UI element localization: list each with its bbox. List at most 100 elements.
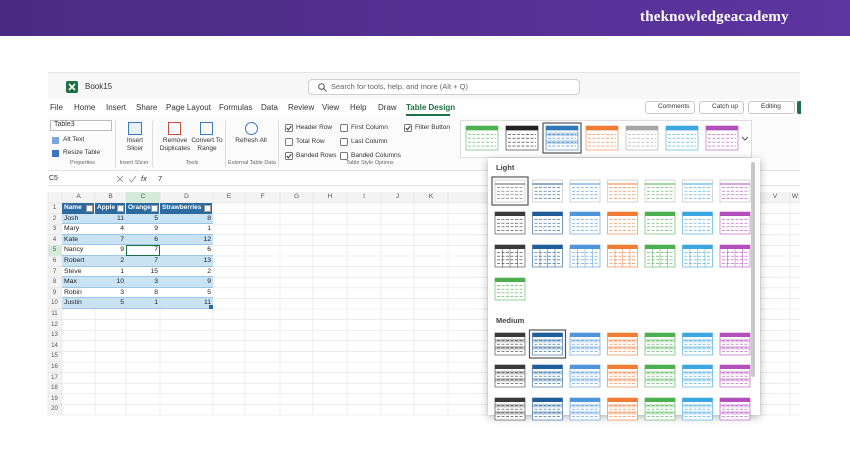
column-letter: C [140,193,146,200]
ribbon-icon [200,122,213,135]
action-label: Catch up [712,103,739,110]
checkbox[interactable] [285,152,293,160]
action-label: Editing [761,103,781,110]
group-label: Insert Slicer [119,160,149,166]
row-number: 17 [51,374,58,381]
ribbon-tab[interactable]: View [322,103,340,112]
column-letter: D [184,193,189,200]
thumb-header [720,365,750,369]
filter-button[interactable] [151,205,158,212]
table-cell [62,298,95,309]
gallery-thumbs [491,176,751,421]
search-box[interactable] [308,79,580,95]
checkbox[interactable] [285,124,293,132]
cell-text: 5 [154,214,158,222]
cell-text: 10 [116,278,124,286]
gallery-more [741,136,749,141]
cell-text: Mary [64,225,80,233]
search-placeholder: Search for tools, help, and more (Alt + … [331,82,468,91]
column-letter: H [327,193,333,200]
checkbox-box [285,138,293,146]
table-cell [62,234,95,246]
table-cell [160,287,213,299]
checkbox-box [340,124,348,132]
thumb-header [466,126,498,131]
thumb-band [607,338,638,343]
thumb-header [570,365,600,369]
ribbon-tab[interactable]: File [50,103,63,112]
selected-style-frame [528,329,567,359]
active-tab-underline [406,114,450,116]
checkbox-label: Banded Rows [296,152,337,159]
thumb-header [495,333,525,337]
thumb-band [570,378,600,382]
thumb-header [720,212,750,216]
row-number: 5 [52,247,57,254]
table-cell [95,213,126,225]
thumb-band [532,338,563,343]
ribbon-tab[interactable]: Page Layout [166,103,211,112]
table-header-cell [160,203,213,214]
filter-button[interactable] [204,205,211,212]
checkbox-box [285,124,293,132]
row-number: 8 [52,279,57,286]
active-row-header [48,245,62,256]
checkbox[interactable] [340,138,348,146]
checkbox-label: Header Row [296,124,333,131]
ribbon-tab[interactable]: Draw [378,103,397,112]
ribbon-tab[interactable]: Review [288,103,315,112]
column-letter: I [363,193,365,200]
thumb-header [645,365,675,369]
ribbon-tab[interactable]: Table Design [406,103,456,112]
ribbon-tab[interactable]: Data [261,103,278,112]
action-button[interactable] [748,101,795,114]
table-cell [160,277,213,288]
action-button[interactable] [699,101,744,114]
thumb-header [607,212,638,216]
table-cell [62,287,95,299]
row-number: 12 [51,321,58,328]
checkbox[interactable] [340,124,348,132]
action-button[interactable] [645,101,695,114]
table-cell [160,298,213,309]
ribbon-tab[interactable]: Help [350,103,367,112]
checkbox[interactable] [285,138,293,146]
thumb-header [607,365,638,369]
cell-text: 11 [116,214,124,222]
row-number: 1 [52,205,57,211]
checkbox[interactable] [340,152,348,160]
ribbon-tab[interactable]: Formulas [219,103,253,112]
column-letter: F [260,193,265,200]
ribbon-tab[interactable]: Insert [106,103,127,112]
ribbon-tab[interactable]: Home [74,103,96,112]
checkbox-label: Last Column [351,138,388,145]
group-label: External Table Data [228,160,276,166]
brand-banner [0,0,850,36]
checkbox[interactable] [404,124,412,132]
checkbox-box [340,138,348,146]
table-cell [126,256,160,267]
thumb-header [645,212,675,216]
brand-name: theknowledgeacademy [640,9,789,25]
thumb-header [720,398,750,402]
group-label: Table Style Options [346,160,394,166]
table-cell [160,256,213,267]
ribbon-tab[interactable]: Share [136,103,158,112]
thumb-header [666,126,698,131]
table-cell [160,266,213,278]
ribbon-icon [52,150,59,157]
cell-text: 1 [154,299,158,307]
thumb-band [682,346,713,350]
filter-button[interactable] [117,205,124,212]
table-header-cell [62,203,95,214]
cell-text: 1 [120,267,124,275]
cell-text: 1 [207,225,211,233]
filter-button[interactable] [86,205,93,212]
name-box[interactable] [50,120,112,131]
gallery-section: Light [496,163,515,172]
table-header-text: Orange [128,204,151,211]
gallery-section: Medium [496,316,525,325]
row-number: 9 [52,289,57,296]
thumb-band [682,370,713,375]
column-header-bar [48,192,800,203]
